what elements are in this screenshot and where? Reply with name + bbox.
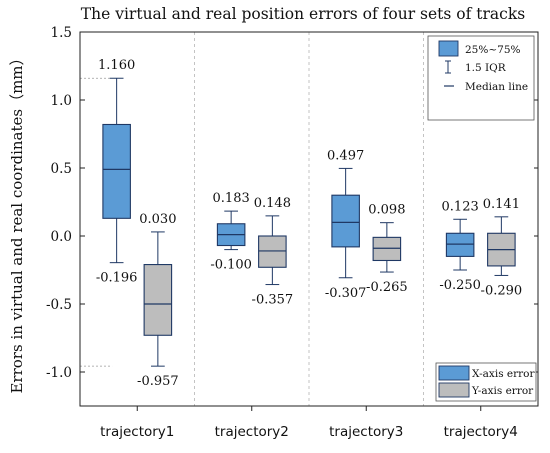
iqr-box bbox=[258, 235, 287, 268]
iqr-box bbox=[445, 232, 475, 257]
legend-iqr-symbol bbox=[445, 60, 451, 74]
data-label-low: -0.250 bbox=[439, 278, 481, 293]
legend-iqr-label: 1.5 IQR bbox=[465, 62, 507, 74]
box-plots bbox=[102, 77, 516, 367]
plot-frame bbox=[79, 31, 539, 407]
legend-box-swatch bbox=[438, 40, 459, 57]
x-tick-label: trajectory4 bbox=[444, 424, 518, 440]
data-label-low: -0.265 bbox=[366, 280, 408, 295]
y-axis-label: Errors in virtual and real coordinates（m… bbox=[8, 50, 26, 393]
y-axis: 1.5 1.0 0.5 0.0 -0.5 -1.0 bbox=[46, 25, 538, 381]
box-x-trajectory1 bbox=[102, 77, 131, 264]
data-label-high: 1.160 bbox=[98, 58, 135, 73]
box-y-trajectory4 bbox=[487, 216, 516, 276]
data-label-low: -0.307 bbox=[325, 286, 367, 301]
legend-y-swatch bbox=[438, 382, 470, 398]
y-tick-label: 0.5 bbox=[51, 161, 72, 177]
y-tick-label: -0.5 bbox=[46, 297, 72, 313]
x-axis: trajectory1 trajectory2 trajectory3 traject… bbox=[100, 406, 518, 440]
y-tick-label: -1.0 bbox=[46, 365, 72, 381]
box-x-trajectory2 bbox=[216, 210, 246, 251]
reference-lines bbox=[80, 77, 113, 367]
iqr-box bbox=[143, 264, 173, 336]
box-x-trajectory4 bbox=[445, 218, 475, 271]
data-label-high: 0.497 bbox=[327, 148, 364, 163]
y-tick-label: 1.5 bbox=[51, 25, 72, 41]
legend-top: 25%~75% 1.5 IQR Median line bbox=[427, 35, 535, 121]
iqr-box bbox=[372, 236, 402, 262]
data-label-low: -0.290 bbox=[481, 283, 523, 298]
data-label-high: 0.141 bbox=[483, 197, 520, 212]
iqr-box bbox=[102, 123, 131, 219]
legend-x-label: X-axis error bbox=[472, 368, 535, 380]
legend-box-label: 25%~75% bbox=[465, 44, 520, 56]
x-tick-label: trajectory2 bbox=[215, 424, 289, 440]
iqr-box bbox=[331, 194, 360, 248]
data-label-low: -0.196 bbox=[96, 271, 138, 286]
data-label-high: 0.148 bbox=[254, 196, 291, 211]
data-label-low: -0.357 bbox=[252, 293, 294, 308]
chart-title: The virtual and real position errors of … bbox=[81, 5, 525, 23]
box-x-trajectory3 bbox=[331, 167, 360, 279]
x-tick-label: trajectory3 bbox=[329, 424, 403, 440]
data-labels: 1.160 -0.196 0.183 -0.100 0.497 -0.307 0.123 -0… bbox=[96, 58, 522, 389]
legend-bottom: X-axis error Y-axis error bbox=[435, 362, 537, 402]
data-label-high: 0.098 bbox=[368, 203, 405, 218]
legend-median-label: Median line bbox=[465, 81, 528, 93]
legend-y-label: Y-axis error bbox=[471, 385, 534, 397]
data-label-high: 0.183 bbox=[213, 191, 250, 206]
y-tick-label: 0.0 bbox=[51, 229, 72, 245]
box-y-trajectory2 bbox=[258, 215, 287, 286]
data-label-low: -0.100 bbox=[210, 258, 252, 273]
box-y-trajectory1 bbox=[143, 231, 173, 367]
data-label-high: 0.030 bbox=[139, 212, 176, 227]
y-tick-label: 1.0 bbox=[51, 93, 72, 109]
data-label-low: -0.957 bbox=[137, 374, 179, 389]
box-y-trajectory3 bbox=[372, 222, 402, 273]
legend-x-swatch bbox=[438, 365, 470, 381]
data-label-high: 0.123 bbox=[442, 199, 479, 214]
x-tick-label: trajectory1 bbox=[100, 424, 174, 440]
category-dividers bbox=[194, 32, 424, 406]
